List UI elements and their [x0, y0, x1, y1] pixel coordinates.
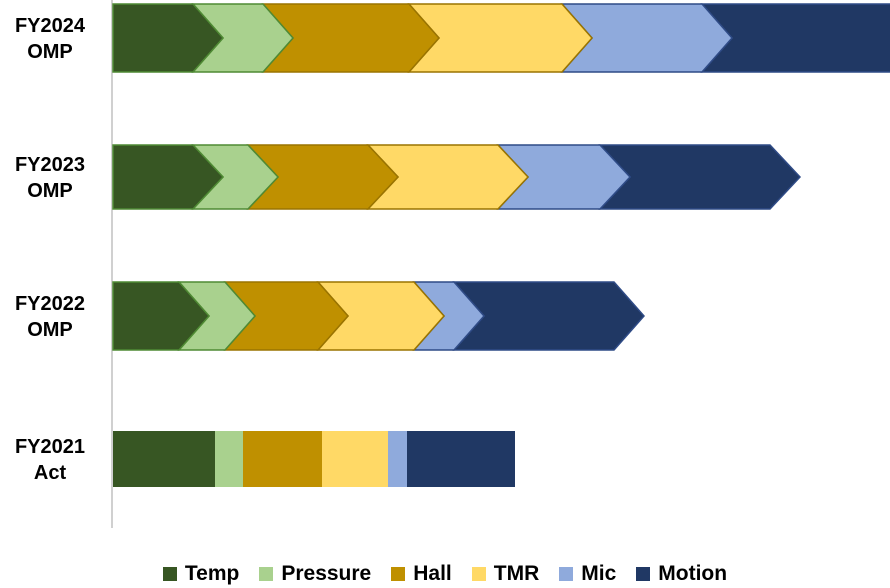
legend-item-mic: Mic — [559, 562, 616, 586]
legend-label: Motion — [658, 562, 728, 585]
legend-swatch — [471, 567, 486, 581]
category-label-line: FY2024 — [15, 15, 86, 37]
category-label: FY2021 Act — [15, 436, 85, 484]
legend-swatch — [559, 567, 574, 581]
stacked-bar-chart: FY2024 OMP FY2023 OMP FY2022 OMP FY2021 Act — [15, 0, 890, 528]
legend: Temp Pressure Hall TMR Mic Motion — [0, 560, 890, 588]
category-label-line: OMP — [27, 41, 73, 63]
category-label-line: FY2023 — [15, 154, 85, 176]
bar-segment-temp — [112, 281, 211, 351]
legend-swatch — [391, 567, 406, 581]
legend-label: TMR — [493, 562, 540, 585]
category-label-line: FY2022 — [15, 293, 85, 315]
legend-swatch — [259, 567, 274, 581]
category-label-line: FY2021 — [15, 436, 85, 458]
bar-segment-mic — [388, 431, 407, 487]
category-label: FY2022 OMP — [15, 293, 85, 341]
bar-segment-temp — [112, 144, 225, 210]
legend-label: Hall — [413, 562, 452, 585]
legend-label: Temp — [184, 562, 240, 585]
legend-swatch — [162, 567, 177, 581]
category-label-line: OMP — [27, 319, 73, 341]
bar-segment-tmr — [322, 431, 388, 487]
bar-segment-temp — [113, 431, 215, 487]
legend-swatch — [636, 567, 651, 581]
category-label: FY2023 OMP — [15, 154, 85, 202]
bars — [112, 3, 890, 487]
legend-item-hall: Hall — [391, 562, 452, 586]
category-label-line: OMP — [27, 180, 73, 202]
legend-item-temp: Temp — [162, 562, 240, 586]
legend-item-pressure: Pressure — [259, 562, 371, 586]
legend-label: Mic — [581, 562, 617, 585]
category-label-line: Act — [34, 462, 67, 484]
legend-item-motion: Motion — [636, 562, 727, 586]
legend-item-tmr: TMR — [471, 562, 540, 586]
category-label: FY2024 OMP — [15, 15, 86, 63]
legend-label: Pressure — [281, 562, 372, 585]
bar-segment-hall — [243, 431, 322, 487]
category-labels: FY2024 OMP FY2023 OMP FY2022 OMP FY2021 Act — [15, 15, 86, 484]
bar-segment-pressure — [215, 431, 243, 487]
bar-segment-motion — [407, 431, 515, 487]
bar-segment-temp — [112, 3, 225, 73]
